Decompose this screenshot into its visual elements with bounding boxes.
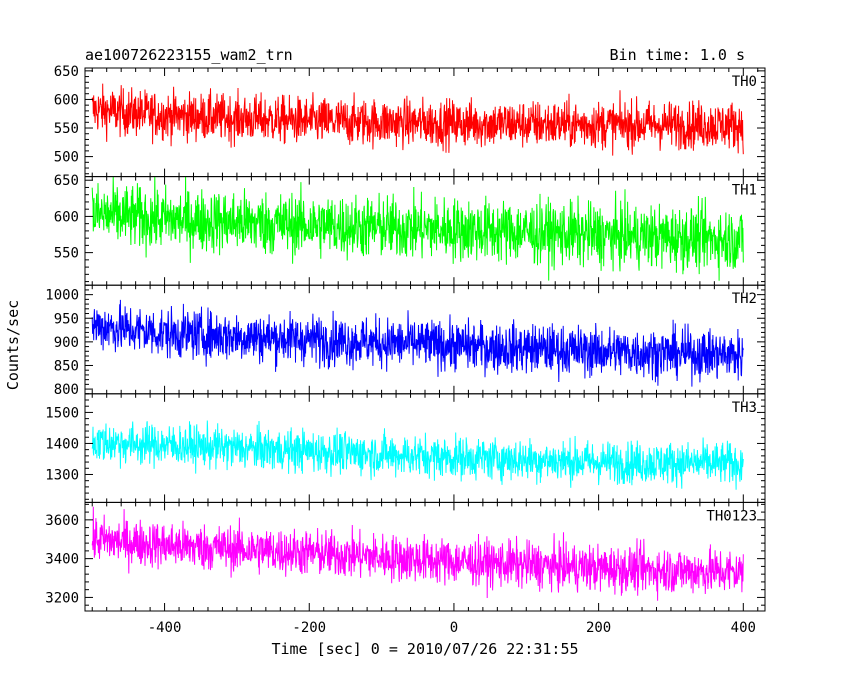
panel-label: TH2 <box>732 291 757 307</box>
y-tick-label: 3400 <box>45 552 79 568</box>
panel-label: TH0123 <box>706 508 757 524</box>
x-axis-label: Time [sec] 0 = 2010/07/26 22:31:55 <box>271 640 578 658</box>
series-line-th0 <box>91 83 744 156</box>
x-tick-label: 400 <box>731 620 756 636</box>
y-tick-label: 850 <box>54 358 79 374</box>
y-tick-label: 650 <box>54 64 79 80</box>
series-line-th0123 <box>91 506 744 601</box>
y-tick-label: 3200 <box>45 590 79 606</box>
y-tick-label: 1000 <box>45 288 79 304</box>
series-line-th2 <box>91 299 744 387</box>
y-tick-label: 600 <box>54 209 79 225</box>
figure-title: ae100726223155_wam2_trn <box>85 46 293 64</box>
panel-label: TH3 <box>732 400 757 416</box>
panel-label: TH1 <box>732 183 757 199</box>
y-tick-label: 550 <box>54 246 79 262</box>
y-tick-label: 500 <box>54 150 79 166</box>
y-tick-label: 950 <box>54 311 79 327</box>
panel-th0123: 3200 3400 3600 TH0123 <box>45 501 766 612</box>
panel-th2: 800 850 900 950 1000 TH2 <box>45 284 766 398</box>
y-tick-label: 800 <box>54 382 79 398</box>
x-tick-label: -200 <box>292 620 326 636</box>
y-tick-label: 550 <box>54 121 79 137</box>
x-tick-label: 200 <box>586 620 611 636</box>
panel-label: TH0 <box>732 74 757 90</box>
bin-time-label: Bin time: 1.0 s <box>610 46 745 64</box>
y-tick-label: 3600 <box>45 513 79 529</box>
y-tick-label: 900 <box>54 335 79 351</box>
y-tick-label: 650 <box>54 173 79 189</box>
x-tick-label: 0 <box>450 620 458 636</box>
panel-th1: 550 600 650 TH1 <box>54 173 766 286</box>
panels-group: 500 550 600 650 TH0 550 600 650 TH1 800 850 900 950 1… <box>45 64 766 636</box>
y-axis-label: Counts/sec <box>4 300 22 390</box>
series-line-th3 <box>91 420 744 490</box>
panel-th0: 500 550 600 650 TH0 <box>54 64 766 178</box>
series-line-th1 <box>91 176 744 281</box>
panel-th3: 1300 1400 1500 TH3 <box>45 393 766 503</box>
x-tick-label: -400 <box>148 620 182 636</box>
y-tick-label: 1300 <box>45 467 79 483</box>
y-tick-label: 1400 <box>45 436 79 452</box>
y-tick-label: 600 <box>54 92 79 108</box>
y-tick-label: 1500 <box>45 405 79 421</box>
